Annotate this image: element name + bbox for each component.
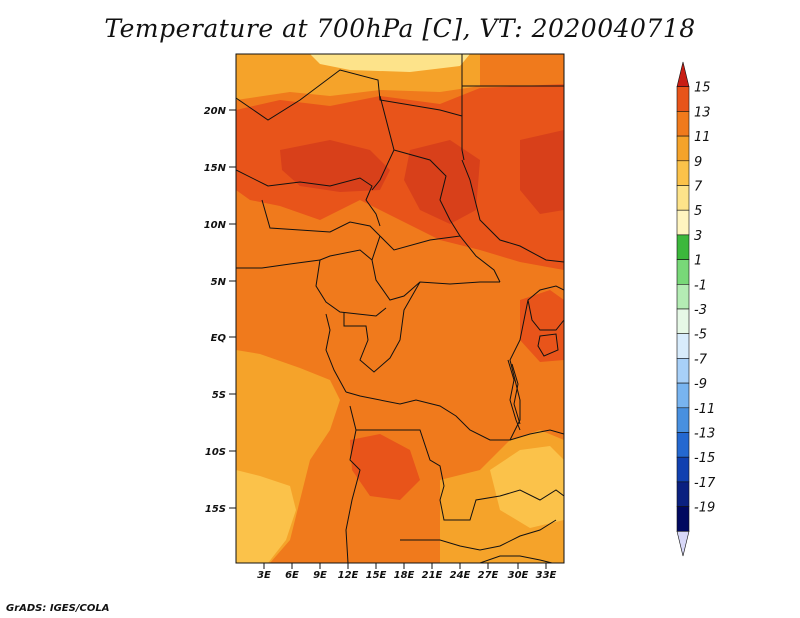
colorbar-segment xyxy=(676,432,690,458)
lat-tick-label: 10S xyxy=(205,447,226,458)
colorbar-label: 11 xyxy=(694,130,711,145)
field-cool-southeast xyxy=(490,446,564,528)
colorbar-segment xyxy=(676,531,690,557)
colorbar-label: -19 xyxy=(694,501,715,516)
lon-tick-label: 9E xyxy=(313,570,327,581)
lon-tick-label: 21E xyxy=(422,570,443,581)
field-cool-southwest xyxy=(236,470,296,563)
lon-tick-label: 33E xyxy=(536,570,557,581)
colorbar-segment xyxy=(676,185,690,211)
border-coast-west xyxy=(236,259,321,269)
colorbar-segment xyxy=(676,61,690,87)
map-frame xyxy=(235,53,565,564)
colorbar-segment xyxy=(676,382,690,409)
field-warm-north xyxy=(236,84,564,270)
colorbar-label: 5 xyxy=(694,204,702,219)
map-title: Temperature at 700hPa [C], VT: 202004071… xyxy=(104,14,696,43)
border-angola xyxy=(345,405,564,563)
colorbar-label: -15 xyxy=(694,451,715,466)
colorbar-label: 15 xyxy=(694,81,711,96)
colorbar-label: -17 xyxy=(694,476,716,491)
lon-tick-label: 27E xyxy=(478,570,499,581)
border-east xyxy=(509,299,564,441)
lat-tick-label: 20N xyxy=(204,106,227,117)
lon-tick-label: 18E xyxy=(394,570,415,581)
field-hot-core-center xyxy=(404,140,480,224)
field-top-pale-inner xyxy=(310,54,470,72)
colorbar-label: -9 xyxy=(694,377,707,392)
colorbar-segment xyxy=(676,308,690,335)
colorbar-label: -5 xyxy=(694,328,707,343)
border-chad xyxy=(371,95,461,237)
border-libya-egypt xyxy=(461,54,564,116)
colorbar-label: 13 xyxy=(694,105,711,120)
country-borders xyxy=(236,54,564,563)
colorbar-segment xyxy=(676,259,690,285)
latitude-axis: 20N 15N 10N 5N EQ 5S 10S 15S xyxy=(204,106,236,515)
border-north-africa xyxy=(236,69,465,161)
colorbar-segment xyxy=(676,160,690,186)
field-hot-core-east xyxy=(520,130,564,214)
lat-tick-label: 10N xyxy=(204,220,227,231)
lat-tick-label: 15S xyxy=(205,504,226,515)
colorbar-label: 1 xyxy=(694,254,702,269)
colorbar-label: -1 xyxy=(694,278,707,293)
lat-tick-label: EQ xyxy=(211,333,227,344)
colorbar-segment xyxy=(676,283,690,310)
temperature-field xyxy=(236,54,564,563)
colorbar-label: -7 xyxy=(694,352,708,367)
border-sahel xyxy=(236,169,381,227)
lon-tick-label: 12E xyxy=(338,570,359,581)
lat-tick-label: 5N xyxy=(211,277,227,288)
lat-tick-label: 5S xyxy=(212,390,226,401)
colorbar-segment xyxy=(676,111,690,137)
field-warm-south-central xyxy=(350,434,420,500)
colorbar-segment xyxy=(676,86,690,112)
lat-tick-label: 15N xyxy=(204,163,227,174)
colorbar-segment xyxy=(676,506,690,532)
colorbar-segment xyxy=(676,135,690,162)
colorbar-label: -3 xyxy=(694,303,707,318)
colorbar-segment xyxy=(676,481,690,507)
colorbar-segment xyxy=(676,407,690,433)
field-hot-core-west xyxy=(280,140,390,192)
lon-tick-label: 6E xyxy=(285,570,299,581)
lake-victoria xyxy=(537,333,559,357)
field-warm-lakes xyxy=(520,290,564,362)
border-car xyxy=(371,235,501,301)
colorbar-segment xyxy=(676,234,690,260)
lon-tick-label: 15E xyxy=(366,570,387,581)
colorbar-label: 9 xyxy=(694,155,702,170)
border-cameroon xyxy=(315,249,387,317)
border-sudan xyxy=(461,159,564,263)
border-zambia-south xyxy=(400,519,557,551)
colorbar-segment xyxy=(676,209,690,236)
lon-tick-label: 30E xyxy=(508,570,529,581)
longitude-axis: 3E 6E 9E 12E 15E 18E 21E 24E 27E 30E 33E xyxy=(257,563,557,581)
colorbar-segment xyxy=(676,333,690,359)
lake-tanganyika xyxy=(507,359,521,431)
border-nigeria xyxy=(261,199,381,237)
lon-tick-label: 24E xyxy=(450,570,471,581)
border-south-zimbabwe xyxy=(479,555,553,563)
colorbar-segment xyxy=(676,456,690,483)
lon-tick-label: 3E xyxy=(257,570,271,581)
colorbar-label: -13 xyxy=(694,427,715,442)
colorbar-label: -11 xyxy=(694,402,715,417)
credit-text: GrADS: IGES/COLA xyxy=(6,603,110,614)
colorbar-label: 7 xyxy=(694,180,703,195)
border-gabon-congo xyxy=(325,281,421,393)
colorbar: 15 13 11 9 7 5 3 1 -1 -3 -5 -7 -9 -11 -13 -15 -17 -19 xyxy=(676,61,716,557)
colorbar-segment xyxy=(676,358,690,384)
colorbar-label: 3 xyxy=(694,229,702,244)
